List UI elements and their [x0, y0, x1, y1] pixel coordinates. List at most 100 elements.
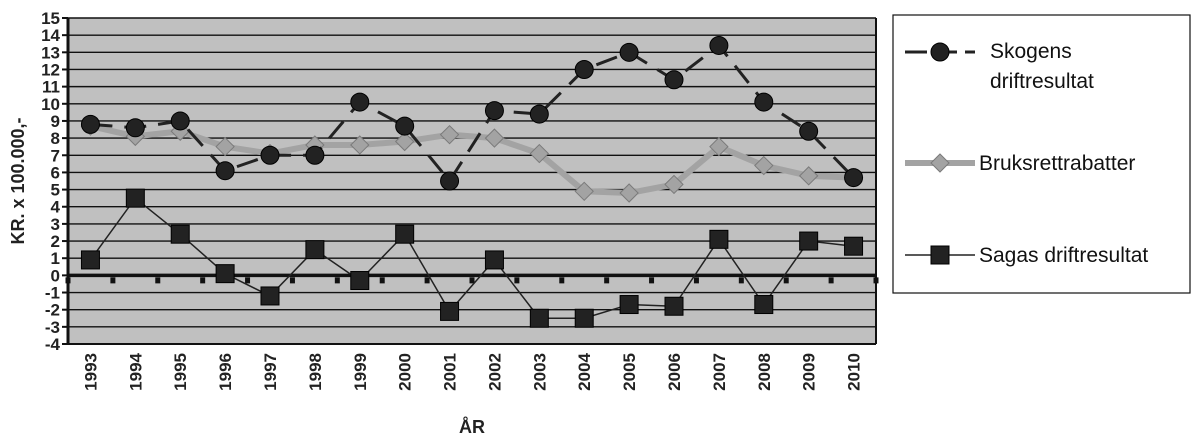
data-point-diamond [664, 174, 684, 195]
x-tick-mark [155, 277, 161, 284]
data-point-circle [529, 104, 549, 124]
x-tick-mark [693, 277, 699, 284]
x-tick-label: 1998 [306, 353, 325, 391]
x-tick-mark [604, 277, 610, 284]
data-point-circle [305, 145, 325, 165]
data-point-circle [844, 168, 864, 188]
y-tick-label: 5 [51, 181, 60, 200]
data-point-square [260, 286, 280, 306]
x-tick-mark [783, 277, 789, 284]
data-point-square [664, 296, 684, 316]
y-tick-label: 10 [41, 95, 60, 114]
series-line-skogens [90, 43, 855, 183]
x-tick-label: 2000 [396, 353, 415, 391]
data-point-square [125, 188, 145, 208]
x-tick-mark [65, 277, 71, 284]
y-tick-label: 11 [42, 78, 60, 97]
x-tick-label: 1997 [261, 353, 280, 391]
y-tick-label: 7 [51, 146, 60, 165]
data-point-circle [395, 116, 415, 136]
y-tick-label: 9 [51, 112, 60, 131]
data-point-circle [80, 114, 100, 134]
series-layer [80, 35, 864, 328]
x-tick-mark [379, 277, 385, 284]
data-point-square [754, 295, 774, 315]
x-tick-label: 2001 [441, 353, 460, 391]
data-point-circle [930, 42, 950, 62]
data-point-square [80, 250, 100, 270]
x-tick-mark [110, 277, 116, 284]
data-point-circle [799, 121, 819, 141]
data-point-circle [754, 92, 774, 112]
x-tick-label: 1996 [216, 353, 235, 391]
data-point-circle [260, 145, 280, 165]
x-tick-label: 2008 [755, 353, 774, 391]
x-tick-mark [334, 277, 340, 284]
data-point-circle [619, 42, 639, 62]
legend-item-bruks: Bruksrettrabatter [905, 152, 1135, 175]
y-tick-label: 4 [51, 198, 61, 217]
data-point-circle [484, 101, 504, 121]
x-tick-label: 2010 [845, 353, 864, 391]
x-tick-label: 2005 [620, 353, 639, 391]
series-line-bruks [89, 123, 854, 197]
x-tick-mark [469, 277, 475, 284]
data-point-circle [125, 118, 145, 138]
legend-label: Bruksrettrabatter [979, 152, 1135, 175]
data-point-diamond [574, 181, 594, 202]
y-tick-label: 12 [41, 60, 60, 79]
legend-label: driftresultat [990, 70, 1094, 93]
y-tick-label: 8 [51, 129, 60, 148]
x-tick-label: 2003 [530, 353, 549, 391]
y-tick-label: 14 [41, 26, 60, 45]
data-point-circle [709, 35, 729, 55]
x-axis-title: ÅR [459, 417, 485, 437]
x-tick-label: 2009 [800, 353, 819, 391]
y-tick-label: -3 [45, 318, 60, 337]
data-point-square [395, 224, 415, 244]
x-tick-mark [200, 277, 206, 284]
y-tick-label: 2 [51, 232, 60, 251]
data-point-diamond [709, 136, 729, 157]
data-point-square [930, 245, 950, 265]
x-tick-label: 2007 [710, 353, 729, 391]
data-point-diamond [439, 124, 460, 145]
data-point-square [799, 231, 819, 251]
data-point-square [215, 264, 235, 284]
data-point-square [574, 308, 594, 328]
y-tick-label: 3 [51, 215, 60, 234]
data-point-square [305, 240, 325, 260]
y-axis-title: KR. x 100.000,- [8, 117, 28, 244]
data-point-diamond [350, 135, 370, 155]
y-tick-label: -1 [45, 284, 60, 303]
data-point-square [529, 308, 549, 328]
data-point-diamond [619, 183, 639, 203]
x-tick-mark [873, 277, 879, 284]
y-tick-label: -4 [45, 335, 61, 354]
x-tick-mark [559, 277, 565, 284]
x-tick-mark [245, 277, 251, 284]
data-point-circle [664, 70, 684, 90]
x-tick-mark [514, 277, 520, 284]
y-tick-label: 0 [51, 266, 60, 285]
x-tick-label: 2004 [575, 352, 594, 390]
data-point-circle [170, 111, 190, 131]
series-sagas [80, 188, 864, 328]
legend-label: Sagas driftresultat [979, 244, 1148, 267]
legend-item-skogens: Skogens driftresultat [905, 40, 1094, 93]
y-tick-label: -2 [45, 301, 60, 320]
series-bruks [80, 116, 864, 203]
legend-item-sagas: Sagas driftresultat [905, 244, 1148, 267]
data-point-diamond [930, 153, 950, 173]
y-tick-label: 6 [51, 163, 60, 182]
data-point-diamond [215, 136, 235, 157]
x-tick-label: 1995 [171, 353, 190, 391]
x-tick-mark [424, 277, 430, 284]
x-tick-label: 2002 [485, 353, 504, 391]
legend-label: Skogens [990, 40, 1072, 63]
series-skogens [80, 35, 864, 191]
y-tick-label: 1 [51, 249, 60, 268]
x-tick-mark [828, 277, 834, 284]
